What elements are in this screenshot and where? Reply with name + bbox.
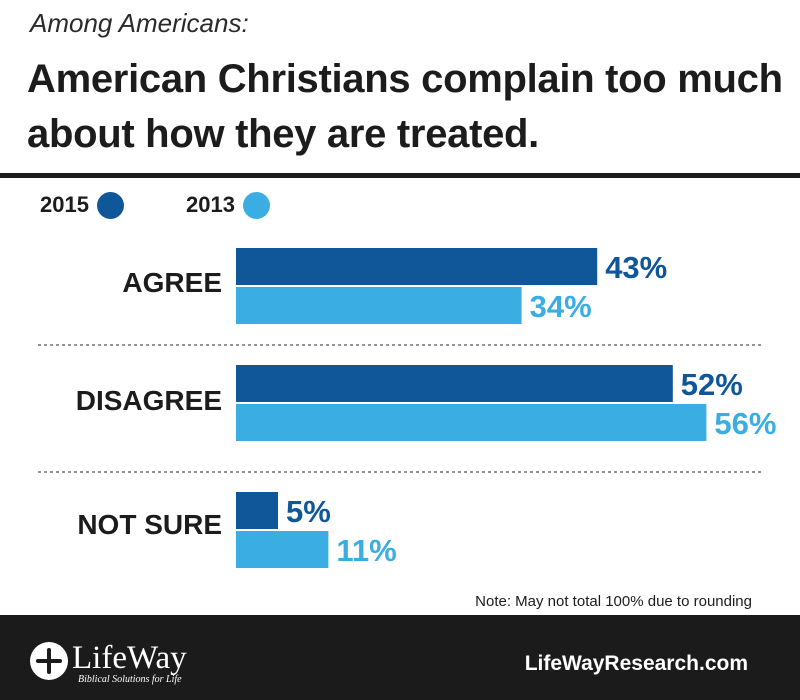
- logo-name: LifeWay: [72, 640, 187, 676]
- footnote: Note: May not total 100% due to rounding: [475, 593, 752, 610]
- bar-chart: AGREE 43% 34% DISAGREE 52% 56% NOT SURE 5%11% No…: [38, 248, 776, 610]
- chart-title: American Christians complain too much ab…: [27, 57, 783, 156]
- data-label-2015-not-sure: 5%: [286, 494, 331, 529]
- legend-label-2015: 2015: [40, 192, 89, 217]
- lifeway-logo: LifeWay Biblical Solutions for Life: [30, 640, 187, 685]
- category-label-disagree: DISAGREE: [76, 385, 222, 416]
- bar-2013-disagree: [236, 404, 707, 441]
- bar-2013-not-sure: [236, 531, 329, 568]
- data-label-2013-agree: 34%: [530, 289, 592, 324]
- header-divider: [0, 173, 800, 178]
- legend-swatch-2013: [242, 191, 270, 219]
- footer-bar: LifeWay Biblical Solutions for Life Life…: [0, 615, 800, 700]
- data-label-2013-disagree: 56%: [714, 406, 776, 441]
- bar-2015-not-sure: [236, 492, 278, 529]
- data-label-2013-not-sure: 11%: [336, 533, 396, 568]
- bar-2015-disagree: [236, 365, 673, 402]
- category-label-not-sure: NOT SURE: [77, 509, 222, 540]
- legend-item-2015: 2015: [40, 190, 124, 220]
- legend-item-2013: 2013: [186, 190, 270, 220]
- legend-label-2013: 2013: [186, 192, 235, 217]
- data-label-2015-disagree: 52%: [681, 367, 743, 402]
- category-label-agree: AGREE: [122, 267, 222, 298]
- cross-icon: [30, 642, 68, 680]
- logo-tagline: Biblical Solutions for Life: [78, 674, 182, 685]
- chart-subtitle: Among Americans:: [30, 8, 249, 38]
- website-url[interactable]: LifeWayResearch.com: [524, 652, 748, 675]
- bar-2015-agree: [236, 248, 598, 285]
- legend-swatch-2015: [96, 191, 124, 219]
- data-label-2015-agree: 43%: [605, 250, 667, 285]
- bar-2013-agree: [236, 287, 522, 324]
